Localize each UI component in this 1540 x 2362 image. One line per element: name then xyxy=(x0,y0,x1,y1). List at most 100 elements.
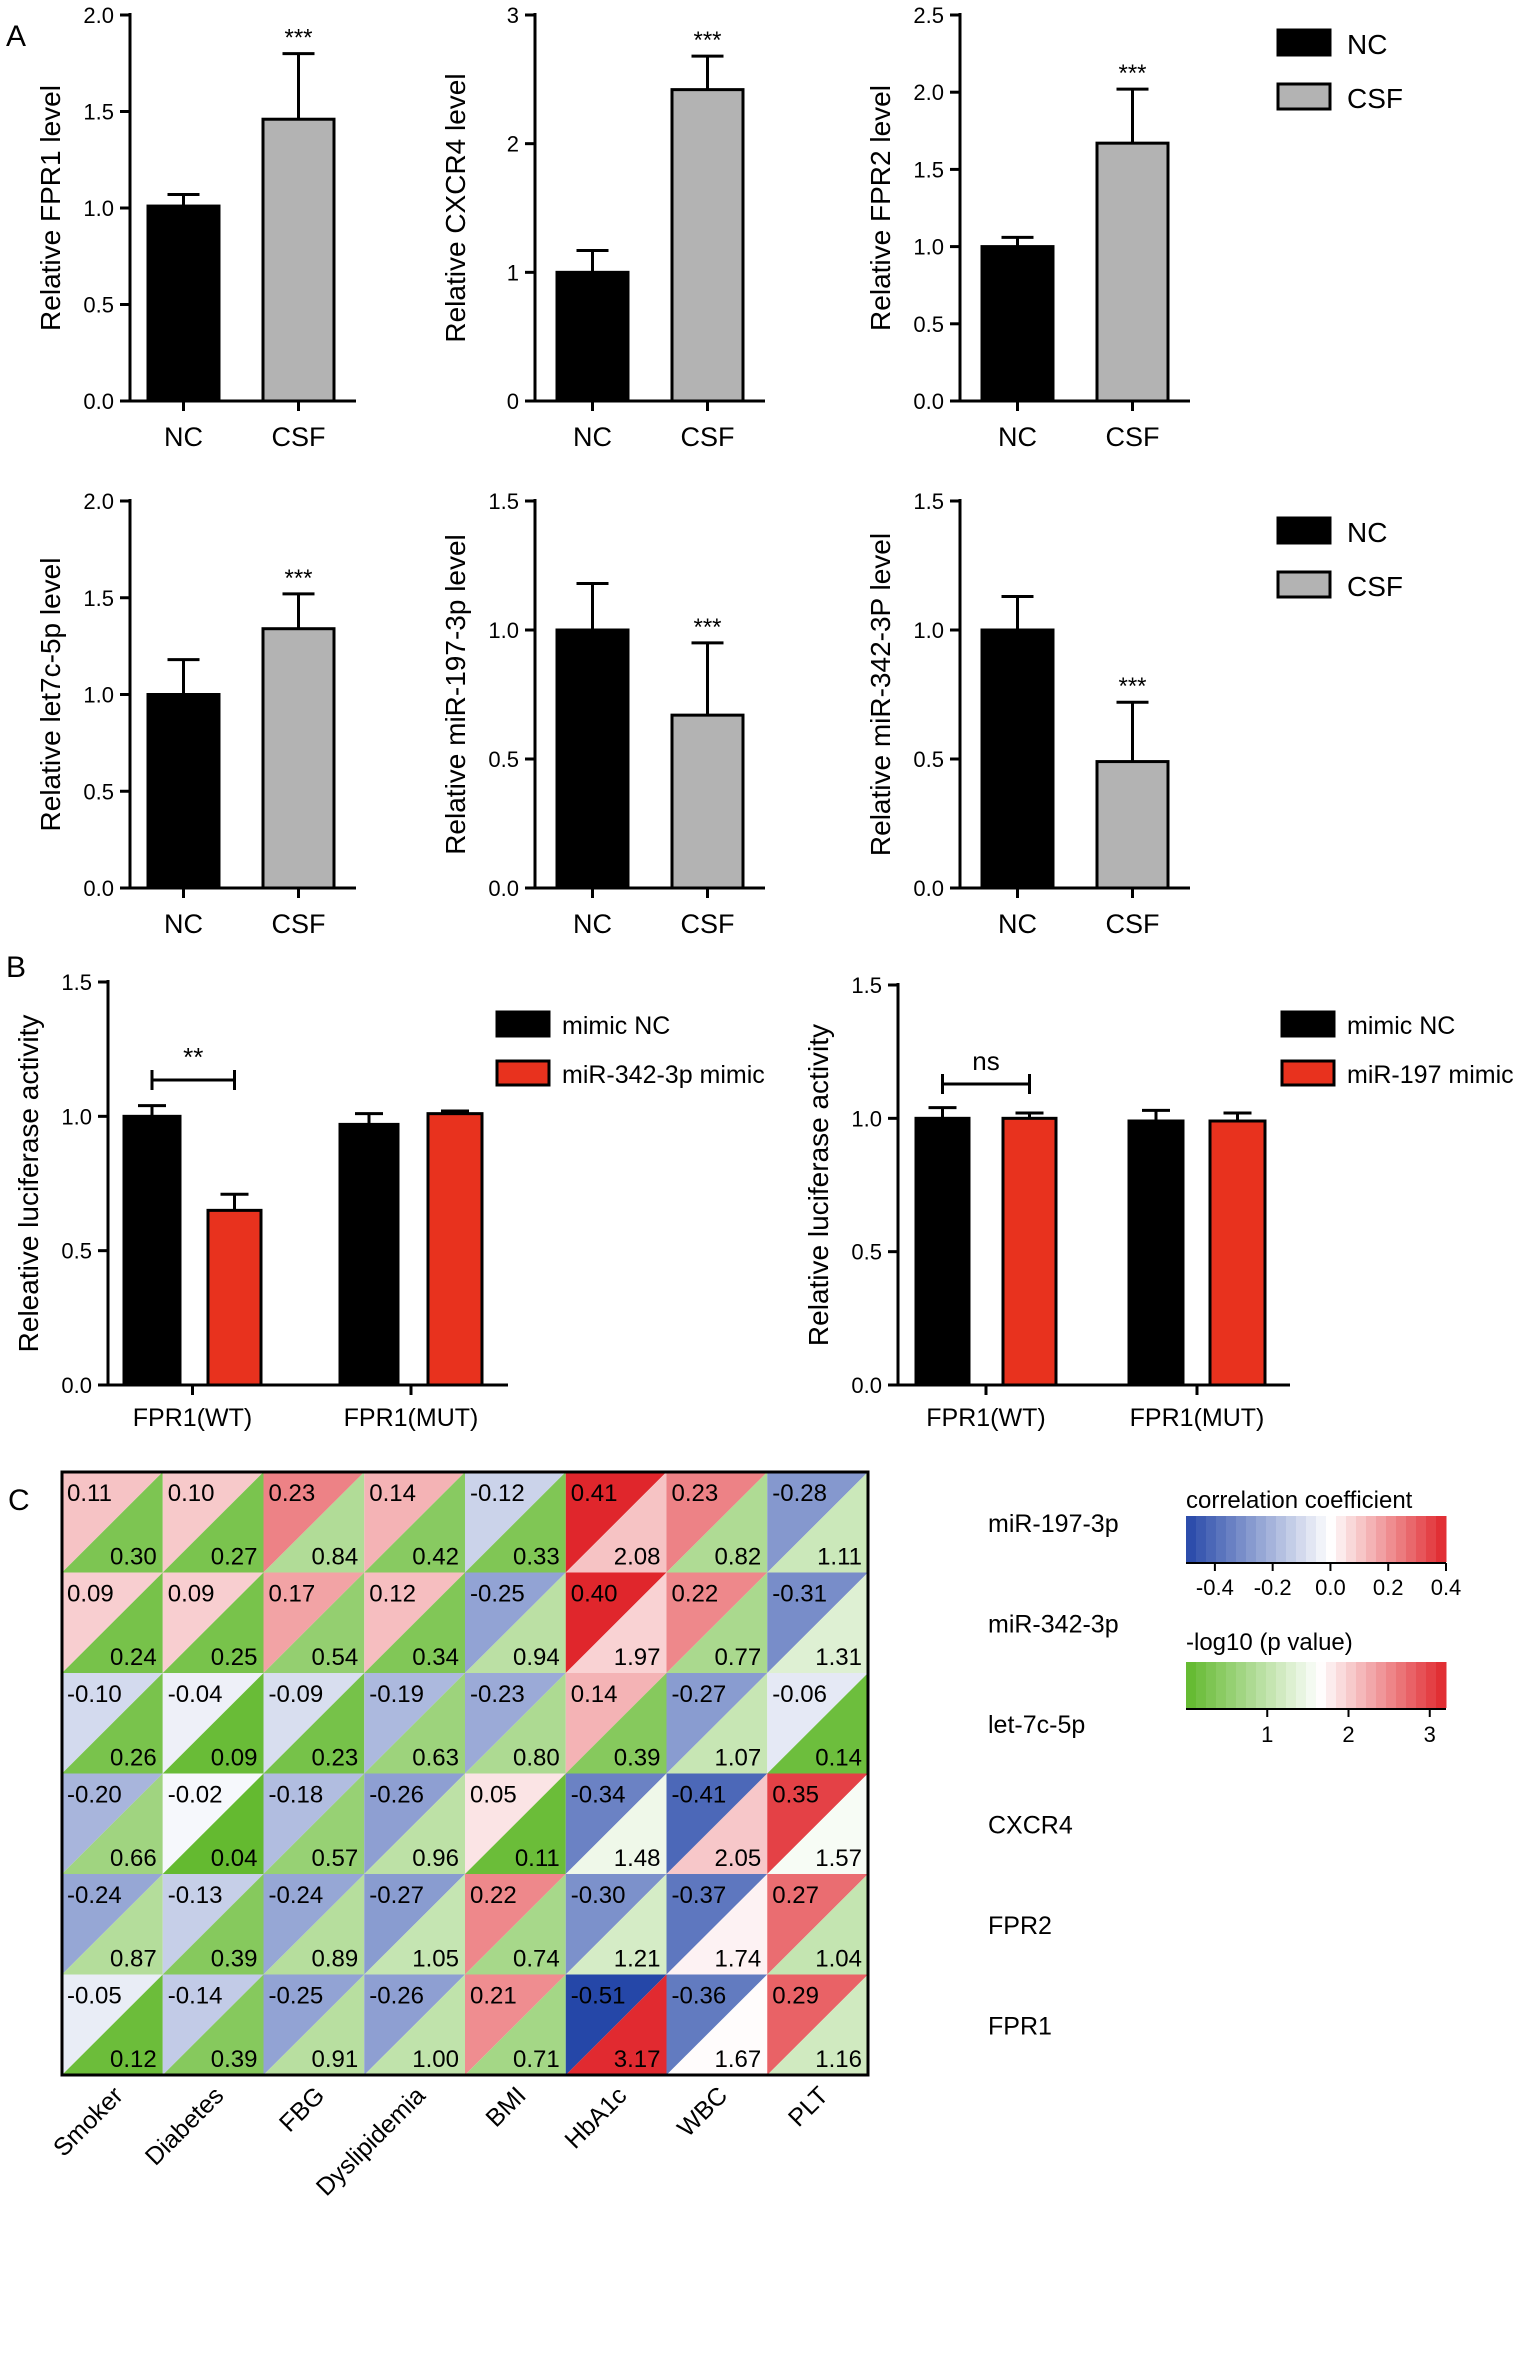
correlation-value: -0.18 xyxy=(269,1782,324,1809)
legend-a-bottom: NC CSF xyxy=(1276,516,1403,602)
x-tick-label: CSF xyxy=(1106,909,1160,939)
legend-swatch-nc xyxy=(1276,28,1332,57)
legend-swatch xyxy=(495,1059,551,1087)
significance-mark: *** xyxy=(284,565,312,592)
legend-label: mimic NC xyxy=(1347,1012,1455,1040)
pvalue-triangle xyxy=(565,1773,667,1874)
pvalue-triangle xyxy=(263,1572,365,1673)
correlation-value: 0.41 xyxy=(571,1480,618,1507)
pvalue-triangle xyxy=(62,1874,163,1975)
y-tick-label: 1.5 xyxy=(83,586,114,611)
pvalue-value: 1.05 xyxy=(412,1946,459,1973)
pvalue-value: 0.25 xyxy=(211,1644,258,1671)
correlation-gradient-step xyxy=(1306,1516,1317,1562)
pvalue-value: 0.23 xyxy=(312,1745,359,1772)
correlation-gradient-step xyxy=(1436,1516,1447,1562)
pvalue-triangle xyxy=(263,1974,365,2075)
significance-mark: ** xyxy=(183,1042,203,1072)
legend-swatch-nc xyxy=(1276,516,1332,545)
pvalue-value: 0.42 xyxy=(412,1544,459,1571)
x-tick-label: CSF xyxy=(1106,422,1160,452)
pvalue-gradient-step xyxy=(1196,1662,1207,1708)
pvalue-gradient-step xyxy=(1276,1662,1287,1708)
bar-nc xyxy=(146,693,221,890)
correlation-value: -0.09 xyxy=(269,1681,324,1708)
pvalue-value: 0.26 xyxy=(110,1745,157,1772)
bar-csf xyxy=(670,713,745,890)
pvalue-triangle xyxy=(162,1874,264,1975)
pvalue-value: 1.57 xyxy=(815,1845,862,1872)
bar-csf xyxy=(1095,760,1170,890)
bar-mimic xyxy=(1208,1119,1267,1387)
y-tick-label: 2.0 xyxy=(913,80,944,105)
pvalue-gradient-step xyxy=(1266,1662,1277,1708)
row-label: FPR1 xyxy=(988,2013,1052,2041)
y-tick-label: 1.0 xyxy=(851,1106,882,1131)
correlation-value: -0.27 xyxy=(672,1681,727,1708)
y-tick-label: 1.5 xyxy=(61,970,92,995)
correlation-value: 0.29 xyxy=(772,1983,819,2010)
y-tick-label: 1 xyxy=(507,260,519,285)
correlation-value: 0.11 xyxy=(67,1480,112,1507)
pvalue-value: 2.05 xyxy=(715,1845,762,1872)
pvalue-triangle xyxy=(666,1673,768,1774)
y-tick-label: 1.5 xyxy=(83,100,114,125)
pvalue-triangle xyxy=(364,1572,465,1673)
correlation-scale-label: 0.2 xyxy=(1373,1575,1404,1600)
correlation-value: -0.26 xyxy=(369,1782,424,1809)
bar-chart-a-5: 0.0 0.5 1.0 1.5 Relative miR-197-3p level ***… xyxy=(440,489,765,939)
x-tick-label: NC xyxy=(998,422,1037,452)
pvalue-value: 2.08 xyxy=(614,1544,661,1571)
pvalue-triangle xyxy=(364,1874,465,1975)
correlation-value: -0.14 xyxy=(168,1983,223,2010)
pvalue-value: 0.39 xyxy=(211,1946,258,1973)
pvalue-value: 1.67 xyxy=(715,2046,762,2073)
x-tick-label: CSF xyxy=(272,909,326,939)
y-tick-label: 1.5 xyxy=(488,489,519,514)
x-tick-label: NC xyxy=(573,909,612,939)
y-tick-label: 1.5 xyxy=(913,489,944,514)
correlation-value: -0.05 xyxy=(67,1983,122,2010)
y-tick-label: 1.0 xyxy=(61,1104,92,1129)
correlation-value: 0.09 xyxy=(168,1581,215,1608)
pvalue-value: 0.39 xyxy=(211,2046,258,2073)
significance-mark: *** xyxy=(1118,673,1146,700)
significance-mark: *** xyxy=(693,27,721,54)
correlation-value: -0.51 xyxy=(571,1983,626,2010)
pvalue-gradient-step xyxy=(1306,1662,1317,1708)
correlation-gradient-step xyxy=(1426,1516,1437,1562)
correlation-gradient-step xyxy=(1366,1516,1377,1562)
y-tick-label: 1.0 xyxy=(913,235,944,260)
pvalue-value: 0.94 xyxy=(513,1644,560,1671)
bar-nc xyxy=(980,245,1055,403)
correlation-gradient-step xyxy=(1376,1516,1387,1562)
legend-swatch xyxy=(1280,1059,1336,1087)
panel-label-b: B xyxy=(6,951,26,984)
correlation-value: -0.13 xyxy=(168,1882,223,1909)
correlation-scale-label: 0.4 xyxy=(1431,1575,1462,1600)
pvalue-triangle xyxy=(565,1874,667,1975)
bar-mimic-nc xyxy=(338,1122,400,1387)
pvalue-gradient-step xyxy=(1216,1662,1227,1708)
y-tick-label: 1.5 xyxy=(851,973,882,998)
pvalue-triangle xyxy=(767,1874,868,1975)
pvalue-gradient-step xyxy=(1326,1662,1337,1708)
correlation-scale-label: 0.0 xyxy=(1315,1575,1346,1600)
row-label: miR-342-3p xyxy=(988,1611,1119,1639)
pvalue-value: 0.04 xyxy=(211,1845,258,1872)
pvalue-value: 0.96 xyxy=(412,1845,459,1872)
pvalue-value: 1.21 xyxy=(614,1946,661,1973)
pvalue-value: 0.66 xyxy=(110,1845,157,1872)
pvalue-value: 0.57 xyxy=(312,1845,359,1872)
pvalue-value: 0.24 xyxy=(110,1644,157,1671)
legend-swatch-csf xyxy=(1276,82,1332,111)
legend-a-top: NC CSF xyxy=(1276,28,1403,114)
x-tick-label: CSF xyxy=(681,909,735,939)
correlation-value: 0.35 xyxy=(772,1782,819,1809)
pvalue-scale-label: 1 xyxy=(1261,1722,1273,1747)
y-axis-title: Relative FPR1 level xyxy=(35,85,66,331)
pvalue-triangle xyxy=(666,1572,768,1673)
pvalue-triangle xyxy=(263,1673,365,1774)
y-tick-label: 1.0 xyxy=(83,196,114,221)
y-tick-label: 2.0 xyxy=(83,3,114,28)
